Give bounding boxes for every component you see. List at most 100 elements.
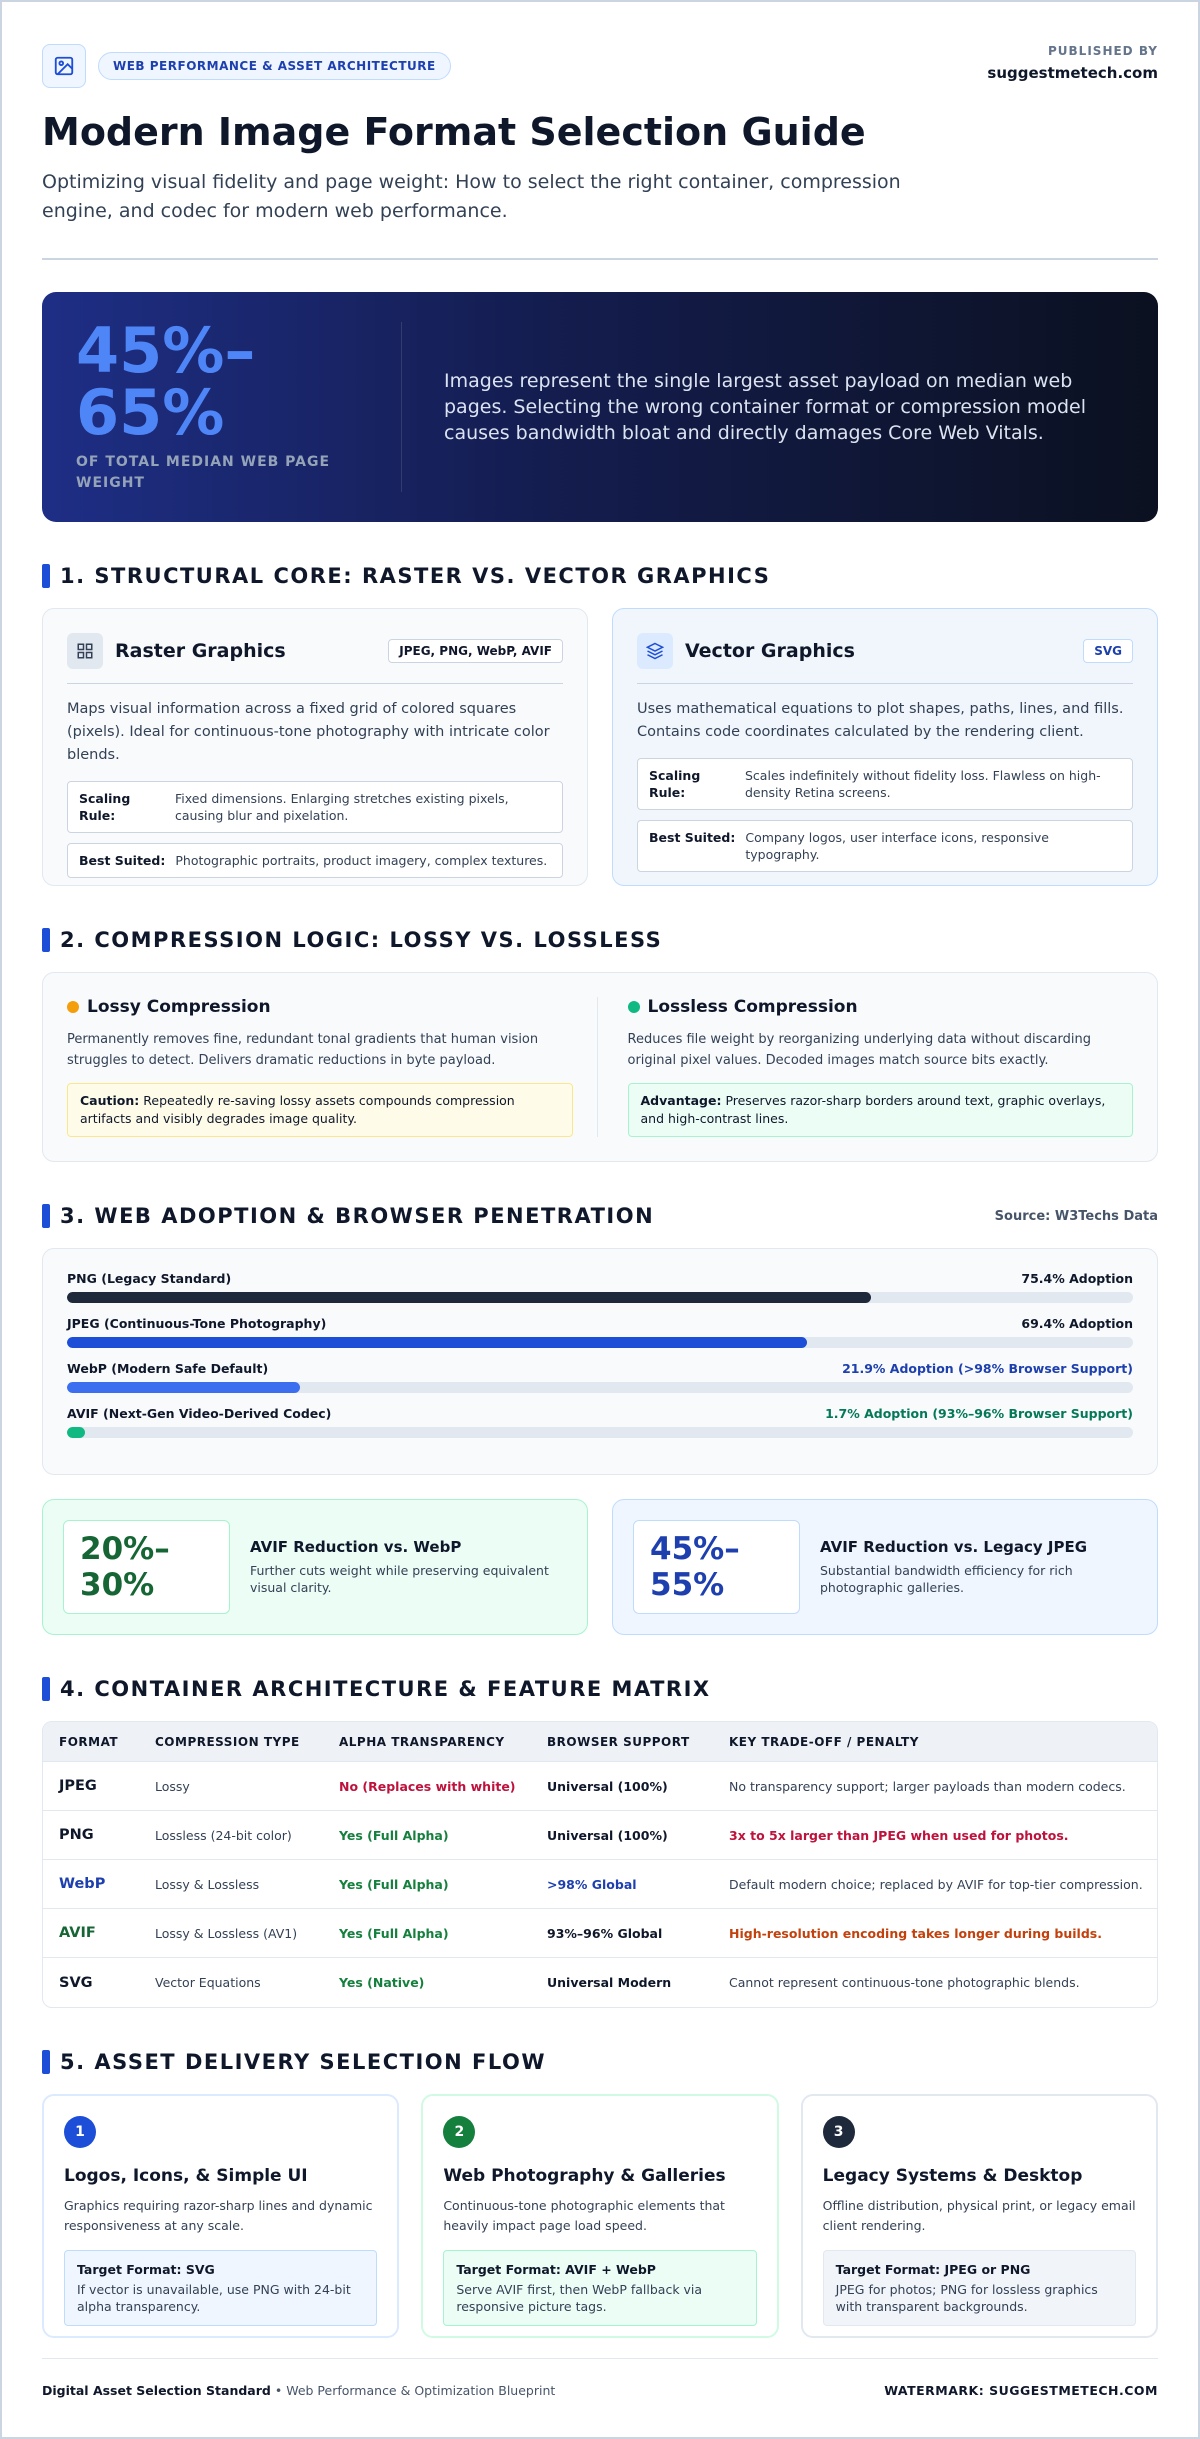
cell: 93%–96% Global — [531, 1909, 713, 1958]
lossy-column: Lossy Compression Permanently removes fi… — [67, 997, 573, 1137]
stat-title: AVIF Reduction vs. Legacy JPEG — [820, 1538, 1088, 1556]
card-tag: SVG — [1083, 639, 1133, 663]
source: Source: W3Techs Data — [994, 1208, 1158, 1224]
footer: Digital Asset Selection Standard • Web P… — [42, 2358, 1158, 2398]
adoption-bar — [67, 1337, 807, 1348]
section-heading: 3. WEB ADOPTION & BROWSER PENETRATION — [42, 1204, 654, 1228]
image-icon — [42, 44, 86, 88]
column-header: ALPHA TRANSPARENCY — [323, 1722, 531, 1762]
section-heading: 4. CONTAINER ARCHITECTURE & FEATURE MATR… — [42, 1677, 711, 1701]
flow-text: Graphics requiring razor-sharp lines and… — [64, 2198, 373, 2233]
adoption-row: PNG (Legacy Standard) 75.4% Adoption — [67, 1271, 1133, 1303]
cell: AVIF — [43, 1909, 139, 1958]
cell: Default modern choice; replaced by AVIF … — [713, 1860, 1157, 1909]
card-description: Maps visual information across a fixed g… — [67, 701, 550, 763]
adoption-value-label: 69.4% Adoption — [1021, 1316, 1133, 1331]
dot — [67, 1001, 79, 1013]
adoption-row: AVIF (Next-Gen Video-Derived Codec) 1.7% … — [67, 1406, 1133, 1438]
note-text: Preserves razor-sharp borders around tex… — [640, 1093, 1106, 1126]
section-heading: 5. ASSET DELIVERY SELECTION FLOW — [42, 2050, 546, 2074]
icon-svg — [54, 56, 74, 76]
adoption-bar — [67, 1292, 871, 1303]
stat-text: Further cuts weight while preserving equ… — [250, 1563, 549, 1595]
adoption-value-label: 21.9% Adoption (>98% Browser Support) — [842, 1361, 1133, 1376]
column-title: Lossy Compression — [87, 997, 271, 1017]
published-by[interactable]: suggestmetech.com — [987, 64, 1158, 82]
row-label: Scaling Rule: — [649, 768, 701, 800]
row-label: Best Suited: — [649, 830, 736, 845]
target-text: JPEG for photos; PNG for lossless graphi… — [835, 2282, 1098, 2314]
flow-card: 1 Logos, Icons, & Simple UI Graphics requi… — [42, 2094, 400, 2338]
target-box: Target Format: JPEG or PNG JPEG for photo… — [822, 2250, 1136, 2326]
target-format: Target Format: AVIF + WebP — [456, 2262, 656, 2277]
dot — [627, 1001, 640, 1013]
cell: WebP — [43, 1860, 139, 1909]
target-format: Target Format: SVG — [77, 2262, 215, 2277]
note-label: Caution: — [80, 1093, 140, 1108]
adoption-panel: PNG (Legacy Standard) 75.4% Adoption JPEG … — [42, 1248, 1158, 1475]
title: Modern Image Format Selection Guide — [42, 110, 866, 154]
stat-value: 45%–55% — [633, 1520, 800, 1614]
section-header: 5. ASSET DELIVERY SELECTION FLOW — [42, 2050, 1158, 2074]
publisher: PUBLISHED BY suggestmetech.com — [987, 44, 1158, 82]
feature-matrix: FORMAT COMPRESSION TYPE ALPHA TRANSPARENCY… — [42, 1721, 1158, 2008]
cell: Yes (Full Alpha) — [323, 1860, 531, 1909]
adoption-row: WebP (Modern Safe Default) 21.9% Adoption… — [67, 1361, 1133, 1393]
hero-caption: OF TOTAL MEDIAN WEB PAGE WEIGHT — [76, 454, 331, 491]
step-number: 1 — [64, 2116, 96, 2148]
adoption-row: JPEG (Continuous-Tone Photography) 69.4% … — [67, 1316, 1133, 1348]
section-header: 3. WEB ADOPTION & BROWSER PENETRATION Sou… — [42, 1204, 1158, 1228]
cell: JPEG — [43, 1762, 139, 1811]
grid-icon — [67, 633, 103, 669]
column-title-row: Lossless Compression — [627, 997, 1134, 1017]
flow-text: Continuous-tone photographic elements th… — [443, 2198, 725, 2233]
target-box: Target Format: SVG If vector is unavailab… — [64, 2250, 378, 2326]
icon-svg — [646, 642, 664, 660]
section-heading: 1. STRUCTURAL CORE: RASTER VS. VECTOR GR… — [42, 564, 770, 588]
card-title: Vector Graphics — [685, 640, 855, 662]
column-header: KEY TRADE-OFF / PENALTY — [713, 1722, 1157, 1762]
flow-cards: 1 Logos, Icons, & Simple UI Graphics requi… — [42, 2094, 1158, 2338]
cell: Lossy — [139, 1762, 323, 1811]
cell: High-resolution encoding takes longer du… — [713, 1909, 1157, 1958]
flow-card: 2 Web Photography & Galleries Continuous-t… — [421, 2094, 779, 2338]
card-title-row: Raster Graphics — [67, 633, 286, 669]
row-label: Best Suited: — [79, 853, 166, 868]
adoption-label: PNG (Legacy Standard) — [67, 1271, 232, 1286]
card-row: Scaling Rule: Fixed dimensions. Enlarging… — [67, 781, 563, 833]
footer-left: Digital Asset Selection Standard • Web P… — [42, 2383, 555, 2398]
target-text: If vector is unavailable, use PNG with 2… — [77, 2282, 351, 2314]
cell: Vector Equations — [155, 1975, 261, 1990]
section-heading: 2. COMPRESSION LOGIC: LOSSY VS. LOSSLESS — [42, 928, 662, 952]
badge: WEB PERFORMANCE & ASSET ARCHITECTURE — [98, 52, 451, 80]
header: WEB PERFORMANCE & ASSET ARCHITECTURE PUB… — [42, 44, 1158, 88]
cell: Lossless (24-bit color) — [139, 1811, 323, 1860]
flow-title: Web Photography & Galleries — [443, 2166, 726, 2186]
adoption-label: JPEG (Continuous-Tone Photography) — [67, 1316, 327, 1331]
cell: No (Replaces with white) — [323, 1762, 531, 1811]
hero: 45%–65% OF TOTAL MEDIAN WEB PAGE WEIGHT … — [42, 292, 1158, 522]
structural-cards: Raster Graphics JPEG, PNG, WebP, AVIF Ma… — [42, 608, 1158, 886]
section-header: 2. COMPRESSION LOGIC: LOSSY VS. LOSSLESS — [42, 928, 1158, 952]
adoption-bar — [67, 1427, 86, 1438]
adoption-value-label: 75.4% Adoption — [1021, 1271, 1133, 1286]
adoption-label-row: PNG (Legacy Standard) 75.4% Adoption — [67, 1271, 1133, 1286]
brand: WEB PERFORMANCE & ASSET ARCHITECTURE — [42, 44, 451, 88]
card-title: Raster Graphics — [115, 640, 286, 662]
footer-text: • Web Performance & Optimization Bluepri… — [274, 2383, 556, 2398]
published-label: PUBLISHED BY — [1048, 44, 1158, 58]
column-header: BROWSER SUPPORT — [531, 1722, 713, 1762]
card-header: Vector Graphics SVG — [637, 633, 1133, 684]
row: PNG Lossless (24-bit color) Yes (Full Alph… — [43, 1811, 1157, 1860]
flow-title: Logos, Icons, & Simple UI — [64, 2166, 308, 2186]
row-text: Company logos, user interface icons, res… — [745, 830, 1049, 862]
bar-track — [67, 1427, 1133, 1438]
adoption-label-row: JPEG (Continuous-Tone Photography) 69.4% … — [67, 1316, 1133, 1331]
bar-track — [67, 1292, 1133, 1303]
stat-text: Substantial bandwidth efficiency for ric… — [820, 1563, 1073, 1595]
target-text: Serve AVIF first, then WebP fallback via… — [456, 2282, 703, 2314]
cell: Cannot represent continuous-tone photogr… — [729, 1975, 1080, 1990]
divider — [42, 258, 1158, 260]
